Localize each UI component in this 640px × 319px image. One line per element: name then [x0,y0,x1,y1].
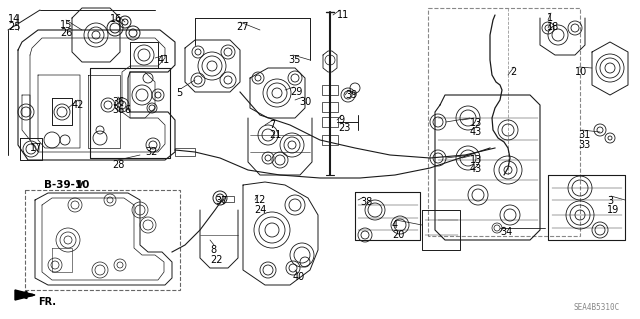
Text: 24: 24 [254,205,266,215]
Text: 27: 27 [236,22,248,32]
Text: 8: 8 [210,245,216,255]
Bar [175,148,195,156]
Text: 21: 21 [269,130,282,140]
Text: 39: 39 [345,90,357,100]
Text: 4: 4 [392,220,398,230]
Text: 43: 43 [470,164,483,174]
Text: 7: 7 [269,120,275,130]
Text: 18: 18 [547,22,559,32]
Text: 38: 38 [360,197,372,207]
Text: 1: 1 [547,13,553,23]
Text: FR.: FR. [38,297,56,307]
Text: 26: 26 [60,28,72,38]
Text: B-39-10: B-39-10 [44,180,90,190]
Text: 36: 36 [112,105,124,115]
Text: 43: 43 [470,127,483,137]
Text: 15: 15 [60,20,72,30]
Text: 30: 30 [299,97,311,107]
Text: 36: 36 [112,97,124,107]
Bar [322,117,338,127]
Text: 40: 40 [293,272,305,282]
Bar [428,8,580,236]
Text: 25: 25 [8,22,20,32]
Text: 41: 41 [158,55,170,65]
Text: 17: 17 [30,143,42,153]
Text: 32: 32 [145,147,157,157]
Text: 3: 3 [607,196,613,206]
Text: 16: 16 [110,14,122,24]
Text: 12: 12 [254,195,266,205]
Text: 37: 37 [215,196,227,206]
Text: 33: 33 [578,140,590,150]
Bar [25,190,180,290]
Text: 19: 19 [607,205,620,215]
Text: 11: 11 [337,10,349,20]
Bar [322,85,338,95]
Text: 13: 13 [470,155,483,165]
Text: 14: 14 [8,14,20,24]
Polygon shape [15,290,35,300]
Text: 31: 31 [578,130,590,140]
Text: 28: 28 [112,160,124,170]
Text: 6: 6 [124,105,130,115]
Text: 34: 34 [500,227,512,237]
Text: 13: 13 [470,118,483,128]
Text: 35: 35 [288,55,300,65]
Text: 9: 9 [338,115,344,125]
Bar [222,196,234,202]
Bar [488,145,504,153]
Text: 2: 2 [510,67,516,77]
Text: 29: 29 [290,87,302,97]
Text: 5: 5 [176,88,182,98]
Bar [322,135,338,145]
Text: 23: 23 [338,123,350,133]
Text: 22: 22 [210,255,223,265]
Bar [322,102,338,112]
Text: 20: 20 [392,230,404,240]
Text: 42: 42 [72,100,84,110]
Text: SEA4B5310C: SEA4B5310C [573,303,620,312]
Text: 10: 10 [575,67,588,77]
